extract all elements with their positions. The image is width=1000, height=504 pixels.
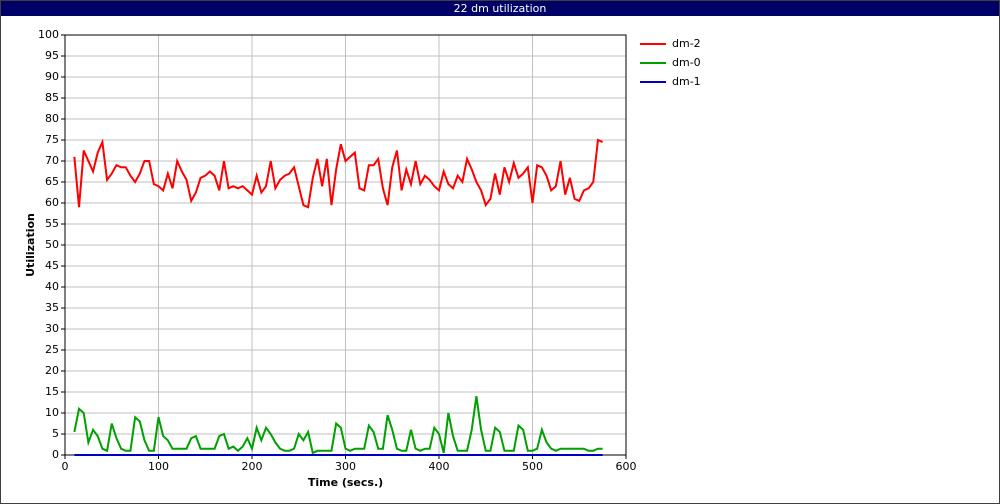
- y-tick-label: 90: [45, 70, 59, 83]
- y-tick-label: 45: [45, 259, 59, 272]
- y-tick-label: 25: [45, 343, 59, 356]
- legend-label: dm-2: [672, 37, 701, 50]
- y-axis-label: Utilization: [24, 213, 37, 277]
- y-tick-label: 65: [45, 175, 59, 188]
- y-tick-label: 50: [45, 238, 59, 251]
- y-tick-label: 5: [52, 427, 59, 440]
- y-tick-label: 20: [45, 364, 59, 377]
- y-tick-label: 100: [38, 28, 59, 41]
- y-tick-label: 10: [45, 406, 59, 419]
- series-line: [73, 138, 604, 209]
- y-tick-label: 85: [45, 91, 59, 104]
- chart: 0 5 10 15 20 25 30 35 40 45 50 55 60 65 70 75 80 85 90 95 10…: [24, 28, 701, 489]
- y-tick-label: 55: [45, 217, 59, 230]
- x-tick-label: 200: [242, 460, 263, 473]
- x-tick-label: 600: [616, 460, 637, 473]
- y-tick-label: 75: [45, 133, 59, 146]
- y-tick-label: 35: [45, 301, 59, 314]
- y-tick-label: 60: [45, 196, 59, 209]
- y-tick-label: 80: [45, 112, 59, 125]
- y-tick-label: 0: [52, 448, 59, 461]
- x-tick-label: 300: [335, 460, 356, 473]
- x-tick-label: 500: [522, 460, 543, 473]
- x-tick-label: 0: [62, 460, 69, 473]
- legend-label: dm-0: [672, 56, 701, 69]
- y-tick-label: 15: [45, 385, 59, 398]
- x-tick-label: 400: [429, 460, 450, 473]
- series-line: [73, 396, 603, 455]
- x-axis-label: Time (secs.): [308, 476, 383, 489]
- x-tick-label: 100: [148, 460, 169, 473]
- legend-label: dm-1: [672, 75, 701, 88]
- y-tick-label: 95: [45, 49, 59, 62]
- title-bar: 22 dm utilization: [1, 1, 999, 16]
- y-tick-label: 40: [45, 280, 59, 293]
- y-tick-label: 30: [45, 322, 59, 335]
- y-tick-label: 70: [45, 154, 59, 167]
